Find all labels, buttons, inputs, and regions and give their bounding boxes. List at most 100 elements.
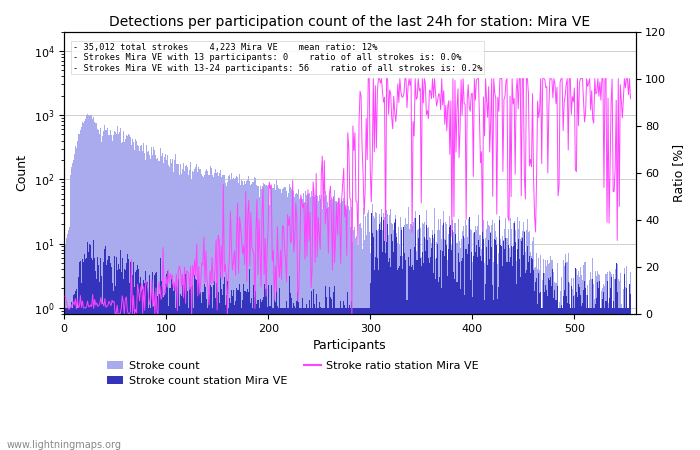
Bar	[578, 271, 579, 450]
Bar	[303, 193, 304, 450]
Bar	[194, 275, 195, 450]
Bar	[434, 234, 435, 450]
Bar	[132, 139, 133, 450]
Bar	[155, 155, 156, 450]
Bar	[195, 167, 196, 450]
Bar	[291, 298, 292, 450]
Bar	[411, 267, 412, 450]
Bar	[134, 287, 135, 450]
Bar	[554, 282, 556, 450]
Bar	[127, 254, 128, 450]
Bar	[378, 229, 379, 450]
Bar	[84, 121, 85, 450]
Bar	[475, 252, 476, 450]
Bar	[75, 146, 76, 450]
Bar	[619, 281, 620, 450]
Bar	[271, 285, 272, 450]
Bar	[243, 185, 244, 450]
Bar	[525, 273, 526, 450]
Bar	[316, 308, 318, 450]
Bar	[264, 284, 265, 450]
Bar	[136, 270, 137, 450]
Stroke ratio station Mira VE	[111, 311, 119, 317]
Bar	[280, 308, 281, 450]
Bar	[314, 195, 316, 450]
Bar	[74, 154, 75, 450]
Bar	[328, 308, 329, 450]
Bar	[535, 267, 536, 450]
Bar	[394, 223, 395, 450]
Bar	[122, 279, 124, 450]
Bar	[156, 159, 158, 450]
Bar	[177, 164, 178, 450]
Bar	[188, 175, 189, 450]
Bar	[368, 211, 369, 450]
Bar	[122, 131, 124, 450]
Bar	[174, 160, 175, 450]
Bar	[96, 123, 97, 450]
Bar	[287, 197, 288, 450]
Bar	[150, 308, 151, 450]
Bar	[439, 230, 440, 450]
Bar	[323, 205, 324, 450]
Bar	[514, 230, 516, 450]
Bar	[133, 261, 134, 450]
Bar	[586, 295, 587, 450]
Bar	[373, 237, 374, 450]
Bar	[588, 308, 589, 450]
Bar	[534, 268, 535, 450]
Bar	[567, 303, 568, 450]
Bar	[100, 128, 102, 450]
Bar	[338, 204, 339, 450]
Bar	[254, 177, 256, 450]
Bar	[267, 285, 269, 450]
Bar	[116, 257, 117, 450]
Bar	[494, 239, 496, 450]
Bar	[64, 243, 66, 450]
Bar	[629, 284, 630, 450]
Bar	[481, 261, 482, 450]
Bar	[485, 284, 486, 450]
Bar	[542, 308, 543, 450]
Bar	[85, 259, 86, 450]
Bar	[197, 171, 198, 450]
Bar	[528, 232, 529, 450]
Bar	[473, 233, 474, 450]
Bar	[169, 288, 171, 450]
Bar	[108, 135, 109, 450]
Bar	[434, 208, 435, 450]
Bar	[108, 256, 109, 450]
Bar	[400, 217, 401, 450]
Bar	[283, 308, 284, 450]
Bar	[505, 217, 507, 450]
Bar	[243, 284, 244, 450]
Bar	[401, 230, 402, 450]
Bar	[222, 175, 223, 450]
Bar	[460, 248, 461, 450]
Bar	[405, 218, 407, 450]
Bar	[230, 303, 231, 450]
Bar	[395, 219, 396, 450]
Bar	[293, 191, 294, 450]
Bar	[86, 258, 87, 450]
Bar	[565, 263, 566, 450]
Bar	[245, 291, 246, 450]
Bar	[622, 308, 623, 450]
Bar	[538, 273, 539, 450]
Bar	[463, 238, 465, 450]
Bar	[474, 232, 475, 450]
Bar	[547, 296, 548, 450]
Bar	[204, 284, 205, 450]
Bar	[416, 230, 418, 450]
Bar	[113, 131, 115, 450]
Bar	[71, 162, 73, 450]
Bar	[564, 290, 565, 450]
Bar	[298, 302, 300, 450]
Bar	[473, 256, 474, 450]
Bar	[83, 262, 84, 450]
Bar	[339, 198, 340, 450]
Bar	[180, 294, 181, 450]
Bar	[387, 224, 388, 450]
Bar	[480, 235, 481, 450]
Bar	[537, 304, 538, 450]
